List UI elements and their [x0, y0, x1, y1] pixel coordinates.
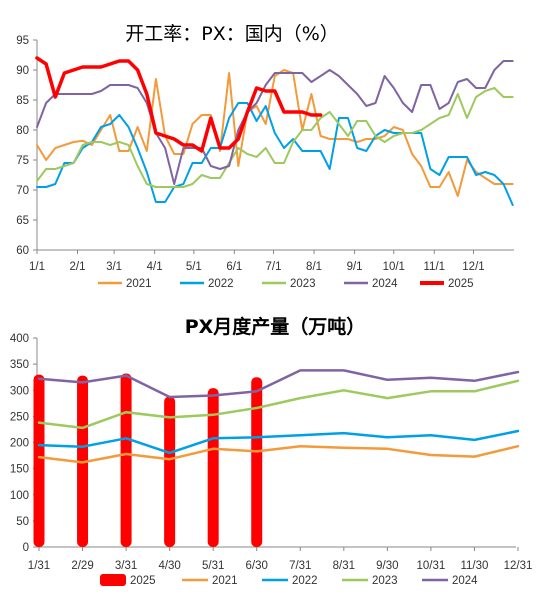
chart1-x-tick-label: 2/1 [70, 261, 86, 273]
chart1-legend-label: 2024 [372, 278, 398, 290]
chart1-x-tick-label: 3/1 [106, 261, 122, 273]
chart2-series-line-2024 [37, 369, 520, 399]
chart1-y-tick-label: 80 [16, 125, 29, 137]
chart1-x-tick-label: 8/1 [306, 261, 322, 273]
chart1-x-tick-label: 4/1 [147, 261, 163, 273]
chart2-bar-4/30 [164, 396, 176, 547]
chart1-y-tick-label: 95 [16, 35, 29, 47]
chart2-legend-label: 2025 [130, 575, 156, 587]
chart1-x-tick-label: 7/1 [266, 261, 282, 273]
chart2-bar-6/30 [251, 377, 263, 547]
chart1-legend-label: 2023 [290, 278, 316, 290]
chart2-y-tick-label: 400 [10, 333, 29, 345]
chart1-y-tick-label: 90 [16, 65, 29, 77]
chart1-legend-label: 2022 [208, 278, 234, 290]
chart2-y-tick-label: 250 [10, 411, 29, 423]
chart2-legend: 2025 2021 2022 2023 2024 [100, 574, 478, 587]
chart2-y-tick-label: 100 [10, 490, 29, 502]
chart1-y-ticks: 60 65 70 75 80 85 90 95 [16, 35, 37, 257]
chart2-x-tick-label: 12/31 [504, 560, 533, 572]
chart2-x-tick-label: 1/31 [28, 560, 50, 572]
chart2-x-tick-label: 8/31 [333, 560, 355, 572]
chart1-y-tick-label: 60 [16, 245, 29, 257]
chart1-x-tick-label: 1/1 [29, 261, 45, 273]
chart1-series-line-2023 [36, 87, 514, 188]
chart1-series [35, 56, 514, 206]
capacity-utilization-chart: 开工率：PX：国内（%） 60 65 70 75 80 85 90 95 1/1 2/1 3/1 4… [16, 23, 514, 290]
chart2-series-line-2021 [37, 444, 520, 464]
chart1-x-ticks: 1/1 2/1 3/1 4/1 5/1 6/1 7/1 8/1 9/1 10/1 11/1 12/1 [29, 250, 485, 273]
chart1-x-tick-label: 6/1 [226, 261, 242, 273]
chart2-bar-5/31 [207, 388, 219, 547]
chart2-series [37, 369, 520, 464]
chart2-y-tick-label: 300 [10, 385, 29, 397]
chart2-y-tick-label: 0 [23, 542, 29, 554]
chart2-y-tick-label: 350 [10, 359, 29, 371]
chart1-legend-label: 2025 [448, 278, 474, 290]
chart1-series-line-2022 [36, 102, 514, 206]
chart2-x-tick-label: 5/31 [202, 560, 224, 572]
chart2-y-tick-label: 200 [10, 438, 29, 450]
chart1-series-line-2021 [36, 69, 514, 197]
chart2-series-line-2022 [37, 429, 520, 455]
chart1-y-tick-label: 70 [16, 185, 29, 197]
chart2-y-tick-label: 50 [16, 516, 29, 528]
chart2-legend-label: 2022 [292, 575, 318, 587]
chart1-x-tick-label: 9/1 [347, 261, 363, 273]
chart2-legend-label: 2023 [372, 575, 398, 587]
chart1-y-tick-label: 75 [16, 155, 29, 167]
chart2-legend-swatch-bar [100, 574, 126, 586]
chart2-x-tick-label: 9/30 [376, 560, 398, 572]
chart1-y-tick-label: 85 [16, 95, 29, 107]
chart2-title: PX月度产量（万吨） [185, 315, 366, 338]
chart1-legend-label: 2021 [126, 278, 152, 290]
chart1-title: 开工率：PX：国内（%） [125, 23, 339, 45]
chart2-x-tick-label: 11/30 [460, 560, 488, 572]
chart2-x-ticks: 1/31 2/29 3/31 4/30 5/31 6/30 7/31 8/31 9/30 10/3… [28, 547, 533, 572]
chart1-series-line-2024 [36, 60, 514, 185]
chart2-y-tick-label: 150 [10, 464, 29, 476]
chart1-legend: 2021 2022 2023 2024 2025 [98, 278, 474, 290]
chart2-series-line-2023 [37, 379, 520, 430]
chart1-x-tick-label: 5/1 [186, 261, 202, 273]
chart2-x-tick-label: 4/30 [158, 560, 180, 572]
chart2-bar-3/31 [120, 373, 132, 547]
chart1-x-tick-label: 12/1 [462, 261, 484, 273]
chart2-x-tick-label: 7/31 [289, 560, 311, 572]
chart1-y-tick-label: 65 [16, 215, 29, 227]
chart2-x-tick-label: 10/31 [417, 560, 446, 572]
chart1-x-tick-label: 10/1 [383, 261, 405, 273]
chart2-legend-label: 2024 [452, 575, 478, 587]
chart1-x-tick-label: 11/1 [424, 261, 446, 273]
chart2-x-tick-label: 3/31 [115, 560, 137, 572]
chart2-y-ticks: 0 50 100 150 200 250 300 350 400 [10, 333, 37, 554]
chart2-bar-1/31 [33, 374, 45, 547]
chart2-x-tick-label: 2/29 [71, 560, 93, 572]
chart2-bars [33, 373, 263, 547]
monthly-output-chart: PX月度产量（万吨） 0 50 100 150 200 250 300 350 400 1/31… [10, 315, 533, 587]
chart1-series-line-2025 [35, 56, 323, 153]
chart2-legend-label: 2021 [212, 575, 238, 587]
chart2-x-tick-label: 6/30 [246, 560, 268, 572]
